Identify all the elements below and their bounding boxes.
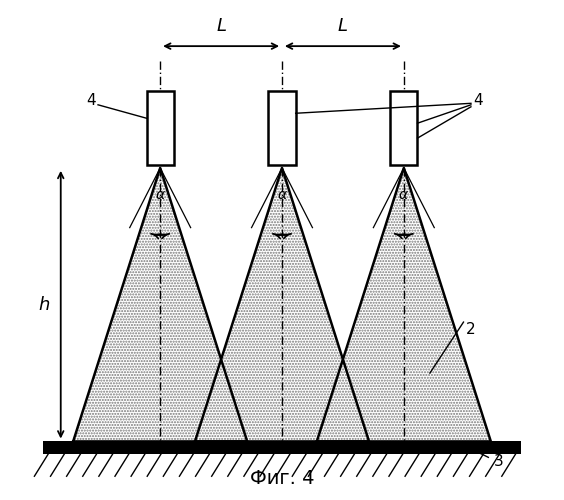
Text: L: L bbox=[338, 17, 348, 35]
Polygon shape bbox=[195, 168, 369, 441]
Text: 3: 3 bbox=[494, 454, 503, 469]
Text: 2: 2 bbox=[466, 322, 476, 337]
Bar bbox=[390, 91, 417, 166]
Polygon shape bbox=[317, 168, 491, 441]
Text: Фиг. 4: Фиг. 4 bbox=[250, 468, 314, 487]
Polygon shape bbox=[195, 168, 369, 441]
Text: $\alpha$: $\alpha$ bbox=[398, 188, 409, 202]
Text: $\alpha$: $\alpha$ bbox=[276, 188, 288, 202]
Text: $\alpha$: $\alpha$ bbox=[155, 188, 166, 202]
Text: L: L bbox=[216, 17, 226, 35]
Bar bbox=[268, 91, 296, 166]
Text: h: h bbox=[38, 296, 50, 314]
Bar bbox=[147, 91, 174, 166]
Polygon shape bbox=[317, 168, 491, 441]
Bar bbox=[43, 442, 521, 454]
Text: 4: 4 bbox=[474, 94, 483, 108]
Polygon shape bbox=[73, 168, 247, 441]
Text: 4: 4 bbox=[86, 94, 95, 108]
Polygon shape bbox=[73, 168, 247, 441]
